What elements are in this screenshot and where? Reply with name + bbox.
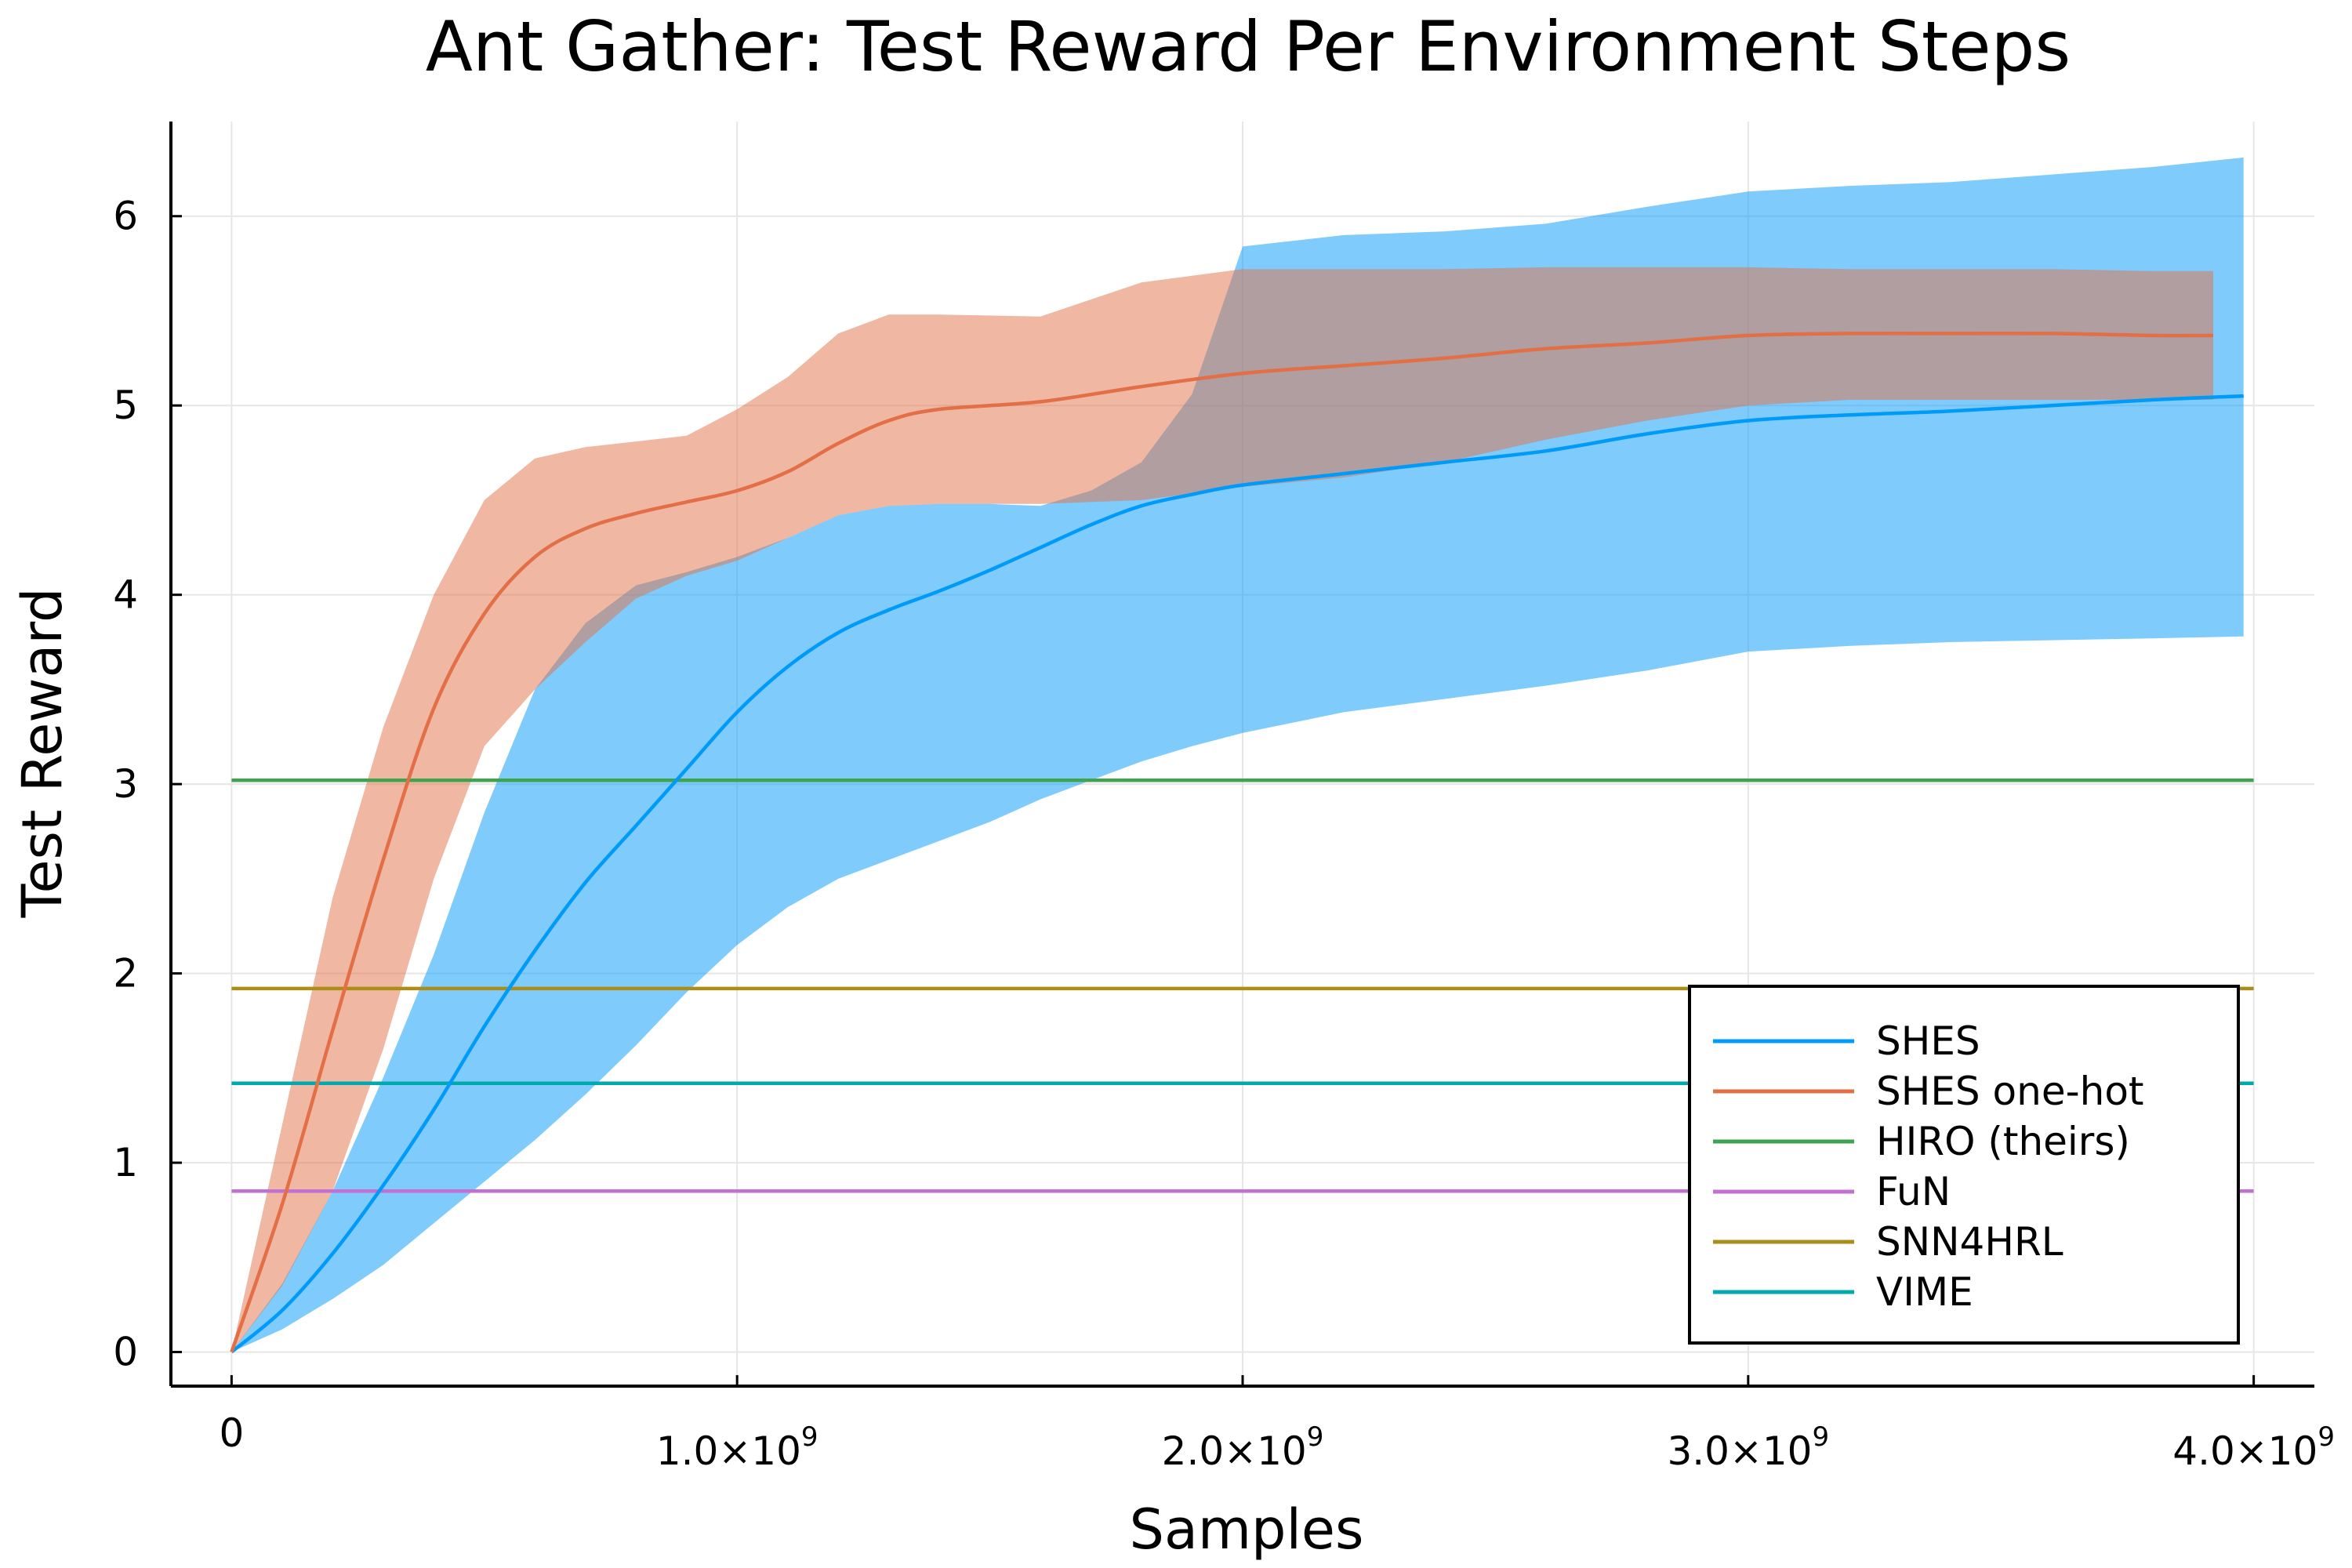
x-tick-exponent: 9	[1307, 1421, 1324, 1453]
confidence-bands	[231, 157, 2244, 1352]
x-tick-exponent: 9	[2318, 1421, 2335, 1453]
y-tick-label: 2	[113, 951, 138, 996]
x-tick-exponent: 9	[1813, 1421, 1830, 1453]
x-axis-label: Samples	[1130, 1497, 1364, 1562]
y-tick-label: 5	[113, 383, 138, 428]
legend-label: FuN	[1876, 1169, 1951, 1214]
x-tick-label: 4.0×109	[2172, 1421, 2335, 1474]
x-tick-mantissa: 1.0×10	[656, 1428, 801, 1474]
x-tick-label: 2.0×109	[1162, 1421, 1324, 1474]
legend-box	[1688, 985, 2240, 1345]
y-tick-label: 0	[113, 1330, 138, 1375]
legend-label: SNN4HRL	[1876, 1219, 2063, 1265]
legend-label: VIME	[1876, 1269, 1973, 1315]
x-tick-mantissa: 4.0×10	[2172, 1428, 2318, 1474]
y-tick-label: 1	[113, 1140, 138, 1185]
legend-label: SHES	[1876, 1018, 1980, 1064]
chart-title: Ant Gather: Test Reward Per Environment …	[426, 6, 2071, 87]
series-line-shes	[230, 394, 2244, 1354]
series-line-shes-one-hot	[230, 331, 2214, 1353]
band-shes	[231, 157, 2244, 1352]
x-tick-mantissa: 2.0×10	[1162, 1428, 1307, 1474]
x-tick-label: 1.0×109	[656, 1421, 818, 1474]
legend-label: HIRO (theirs)	[1876, 1119, 2130, 1164]
y-axis-label: Test Reward	[10, 588, 74, 919]
y-tick-label: 3	[113, 761, 138, 807]
legend-label: SHES one-hot	[1876, 1069, 2144, 1114]
y-tick-label: 6	[113, 194, 138, 239]
x-tick-mantissa: 3.0×10	[1667, 1428, 1812, 1474]
x-tick-exponent: 9	[801, 1421, 818, 1453]
legend: SHES SHES one-hot HIRO (theirs) FuN SNN4HRLV…	[1688, 985, 2240, 1345]
y-tick-label: 4	[113, 572, 138, 618]
band-shes-one-hot	[231, 267, 2214, 1352]
x-tick-label: 0	[219, 1410, 244, 1456]
x-tick-label: 3.0×109	[1667, 1421, 1829, 1474]
